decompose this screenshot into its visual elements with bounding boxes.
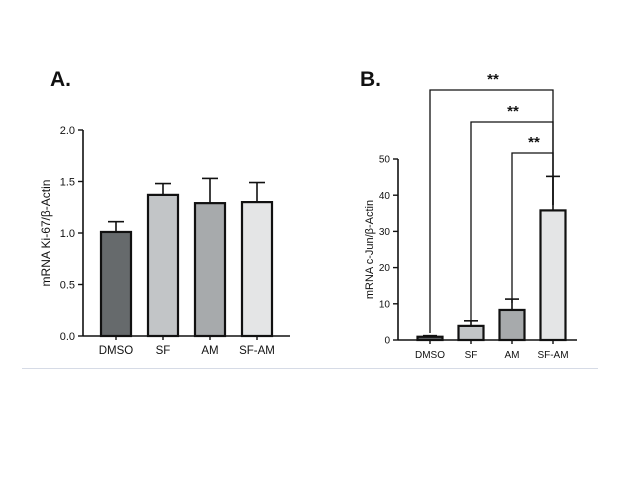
panel-a-label: A. (50, 68, 71, 91)
y-tick-label: 10 (379, 299, 391, 310)
y-axis-title: mRNA Ki-67/β-Actin (39, 180, 53, 287)
x-tick-label: SF (465, 350, 478, 361)
bar (99, 230, 133, 338)
significance-bracket (429, 89, 554, 333)
y-tick-label: 50 (379, 155, 391, 166)
y-tick-label: 2.0 (60, 125, 75, 137)
bar (457, 324, 485, 342)
x-tick-label: DMSO (99, 345, 134, 357)
significance-label: ** (528, 134, 540, 151)
significance-label: ** (507, 103, 519, 120)
y-axis-title: mRNA c-Jun/β-Actin (364, 200, 376, 299)
bar (539, 209, 567, 342)
x-tick-label: AM (505, 350, 520, 361)
bar (498, 308, 526, 342)
bar (416, 335, 444, 342)
x-tick-label: SF-AM (537, 350, 568, 361)
y-tick-label: 1.5 (60, 176, 75, 188)
significance-label: ** (487, 71, 499, 88)
y-tick-label: 1.0 (60, 228, 75, 240)
divider (22, 368, 598, 369)
significance-bracket (511, 152, 554, 303)
y-tick-label: 20 (379, 263, 391, 274)
y-tick-label: 0.0 (60, 331, 75, 343)
x-tick-label: DMSO (415, 350, 445, 361)
y-tick-label: 40 (379, 191, 391, 202)
y-tick-label: 30 (379, 227, 391, 238)
y-tick-label: 0.5 (60, 279, 75, 291)
panel-b-label: B. (360, 68, 381, 91)
x-tick-label: AM (201, 345, 218, 357)
y-tick-label: 0 (384, 336, 390, 347)
x-tick-label: SF (156, 345, 171, 357)
x-tick-label: SF-AM (239, 345, 275, 357)
bar (146, 193, 180, 338)
